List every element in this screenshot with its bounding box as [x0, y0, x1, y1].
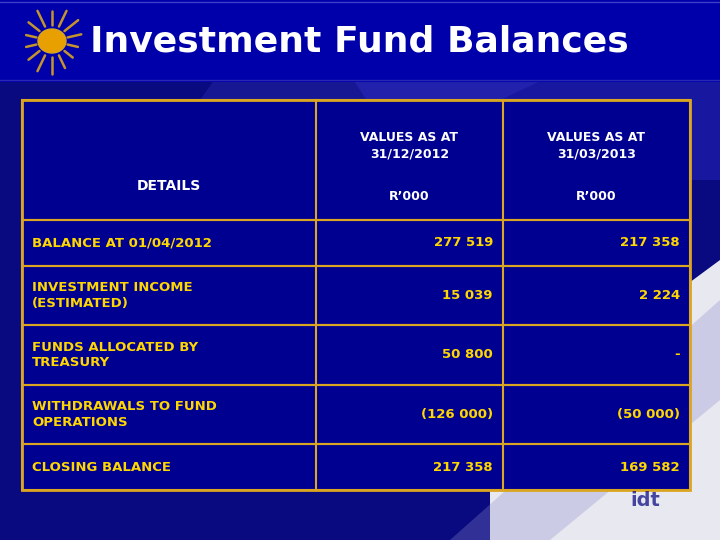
Text: INVESTMENT INCOME
(ESTIMATED): INVESTMENT INCOME (ESTIMATED) — [32, 281, 193, 310]
Bar — [22, 325, 690, 384]
Bar — [22, 220, 690, 266]
Text: 277 519: 277 519 — [433, 237, 493, 249]
Text: VALUES AS AT
31/03/2013: VALUES AS AT 31/03/2013 — [547, 131, 646, 160]
Bar — [22, 444, 690, 490]
Bar — [0, 0, 720, 82]
Text: (126 000): (126 000) — [420, 408, 493, 421]
Text: idt: idt — [630, 491, 660, 510]
Text: (50 000): (50 000) — [617, 408, 680, 421]
Bar — [22, 325, 690, 384]
Text: 50 800: 50 800 — [442, 348, 493, 361]
Bar — [22, 100, 690, 490]
Bar — [22, 384, 690, 444]
Polygon shape — [450, 300, 720, 540]
Text: FUNDS ALLOCATED BY
TREASURY: FUNDS ALLOCATED BY TREASURY — [32, 341, 198, 369]
Text: R’000: R’000 — [576, 190, 617, 202]
Bar — [22, 100, 690, 490]
Bar — [22, 220, 690, 266]
Text: R’000: R’000 — [389, 190, 430, 202]
Text: 217 358: 217 358 — [621, 237, 680, 249]
Bar — [22, 444, 690, 490]
Polygon shape — [490, 260, 720, 540]
Text: 2 224: 2 224 — [639, 289, 680, 302]
Bar — [22, 266, 690, 325]
Text: BALANCE AT 01/04/2012: BALANCE AT 01/04/2012 — [32, 237, 212, 249]
Text: VALUES AS AT
31/12/2012: VALUES AS AT 31/12/2012 — [361, 131, 459, 160]
Text: -: - — [675, 348, 680, 361]
Text: CLOSING BALANCE: CLOSING BALANCE — [32, 461, 171, 474]
Polygon shape — [200, 30, 650, 100]
Text: 169 582: 169 582 — [621, 461, 680, 474]
Text: 217 358: 217 358 — [433, 461, 493, 474]
Text: WITHDRAWALS TO FUND
OPERATIONS: WITHDRAWALS TO FUND OPERATIONS — [32, 400, 217, 429]
Bar — [22, 100, 690, 220]
Text: DETAILS: DETAILS — [137, 179, 201, 193]
Text: Investment Fund Balances: Investment Fund Balances — [90, 24, 629, 58]
Bar — [22, 100, 690, 220]
Bar — [22, 384, 690, 444]
Ellipse shape — [38, 29, 66, 53]
Text: 15 039: 15 039 — [443, 289, 493, 302]
Polygon shape — [300, 0, 720, 180]
Bar — [22, 266, 690, 325]
